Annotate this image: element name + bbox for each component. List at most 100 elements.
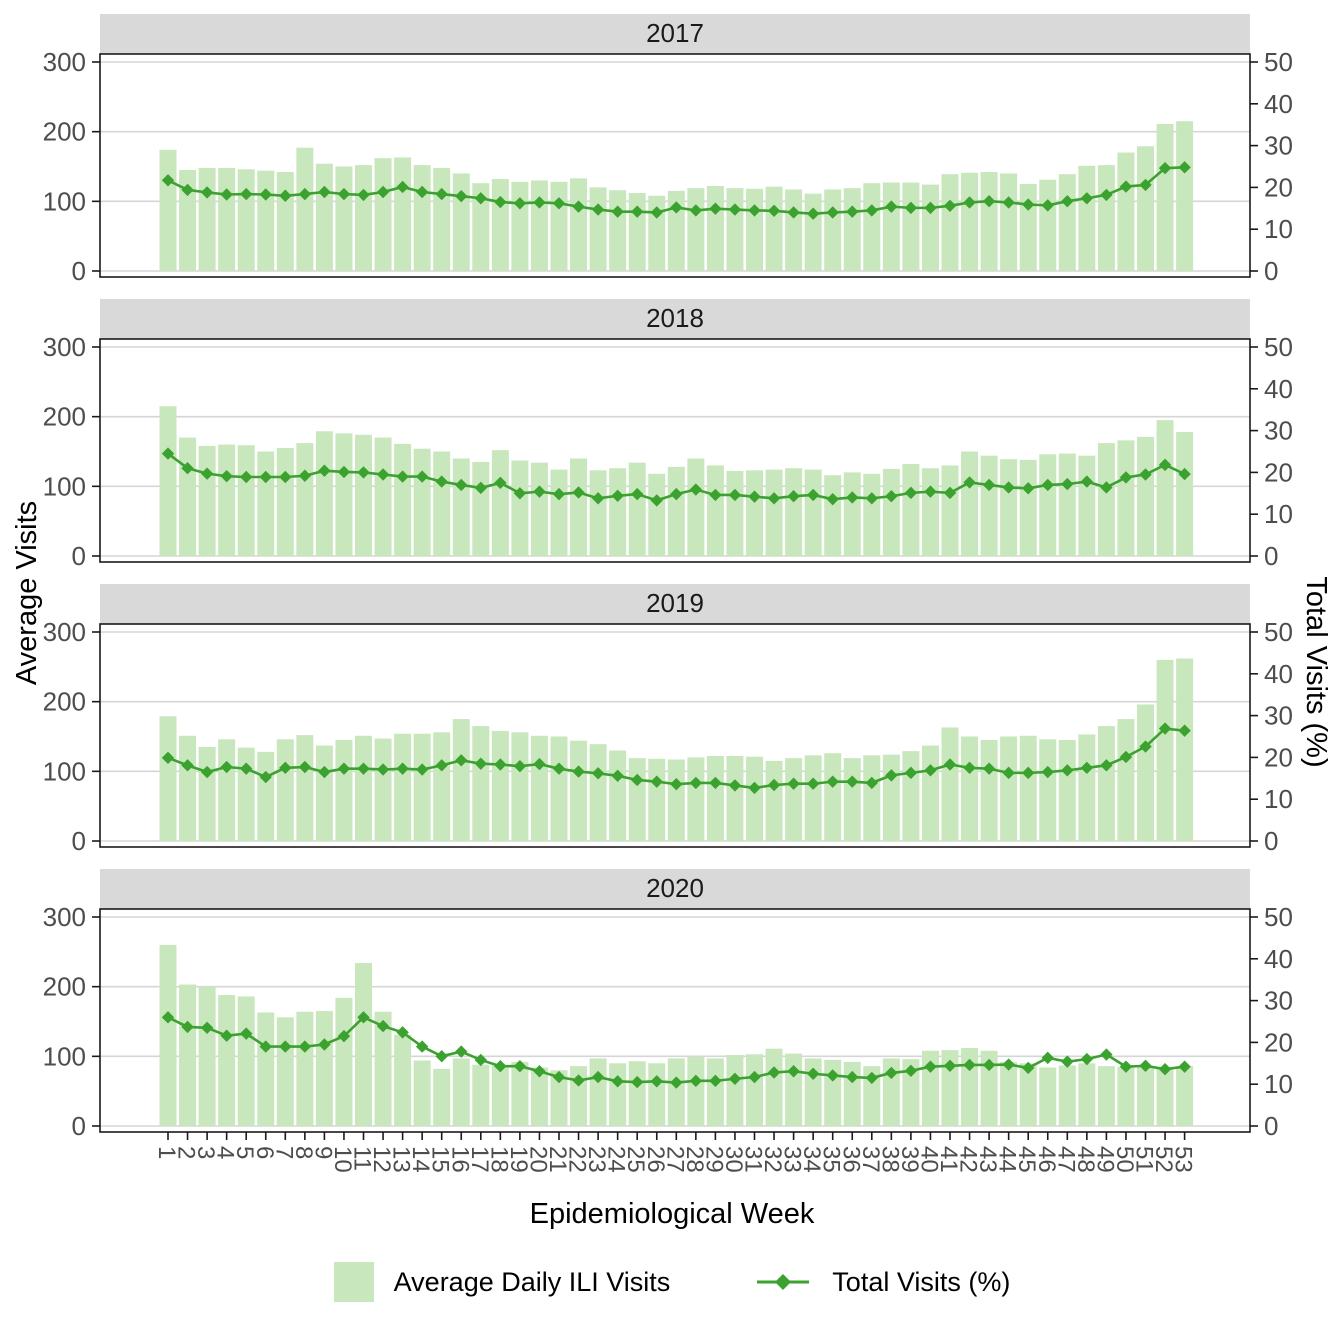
facet-strip-label-2020: 2020 xyxy=(646,873,704,903)
panel-border-2020 xyxy=(99,908,1251,1133)
svg-text:30: 30 xyxy=(720,1146,747,1173)
left-axis-2019: 0 100 200 300 xyxy=(43,617,100,856)
legend-bar-label: Average Daily ILI Visits xyxy=(393,1266,671,1297)
svg-text:15: 15 xyxy=(427,1146,454,1173)
svg-text:20: 20 xyxy=(1264,742,1293,772)
svg-text:300: 300 xyxy=(43,332,86,362)
svg-text:22: 22 xyxy=(564,1146,591,1173)
right-axis-2017: 0 10 20 30 40 50 xyxy=(1250,47,1293,286)
svg-text:0: 0 xyxy=(1264,541,1278,571)
svg-text:100: 100 xyxy=(43,756,86,786)
facet-2017: 0 100 200 300 0 10 20 30 40 50 xyxy=(43,14,1293,286)
svg-text:24: 24 xyxy=(603,1146,630,1173)
svg-text:0: 0 xyxy=(1264,826,1278,856)
svg-text:100: 100 xyxy=(43,186,86,216)
panel-border-2018 xyxy=(99,338,1251,563)
svg-text:52: 52 xyxy=(1150,1146,1177,1173)
bars-avg-daily-ili-visits-2017 xyxy=(159,121,1194,272)
svg-text:200: 200 xyxy=(43,687,86,717)
svg-text:0: 0 xyxy=(72,256,86,286)
svg-text:45: 45 xyxy=(1013,1146,1040,1173)
svg-text:100: 100 xyxy=(43,1041,86,1071)
x-axis: 1234567891011121314151617181920212223242… xyxy=(153,1132,1197,1173)
facet-strip-2018 xyxy=(100,299,1250,339)
facet-2018: 0 100 200 300 0 10 20 30 40 50 xyxy=(43,299,1293,571)
bars-avg-daily-ili-visits-2018 xyxy=(159,406,1194,556)
right-axis-2019: 0 10 20 30 40 50 xyxy=(1250,617,1293,856)
svg-text:34: 34 xyxy=(798,1146,825,1173)
panel-border-2017 xyxy=(99,53,1251,278)
svg-text:7: 7 xyxy=(270,1146,297,1159)
svg-text:40: 40 xyxy=(1264,944,1293,974)
svg-text:28: 28 xyxy=(681,1146,708,1173)
svg-text:16: 16 xyxy=(446,1146,473,1173)
svg-text:300: 300 xyxy=(43,617,86,647)
legend-item-bars: Average Daily ILI Visits xyxy=(333,1262,671,1302)
legend-item-line: Total Visits (%) xyxy=(754,1267,1010,1298)
svg-text:20: 20 xyxy=(1264,1027,1293,1057)
svg-text:46: 46 xyxy=(1033,1146,1060,1173)
svg-text:29: 29 xyxy=(700,1146,727,1173)
svg-text:37: 37 xyxy=(857,1146,884,1173)
bars-avg-daily-ili-visits-2019 xyxy=(159,658,1194,841)
svg-text:10: 10 xyxy=(1264,499,1293,529)
svg-text:26: 26 xyxy=(642,1146,669,1173)
svg-text:33: 33 xyxy=(779,1146,806,1173)
svg-text:48: 48 xyxy=(1072,1146,1099,1173)
svg-text:13: 13 xyxy=(388,1146,415,1173)
bars-avg-daily-ili-visits-2020 xyxy=(159,944,1194,1126)
svg-text:19: 19 xyxy=(505,1146,532,1173)
svg-text:18: 18 xyxy=(485,1146,512,1173)
svg-text:50: 50 xyxy=(1111,1146,1138,1173)
svg-text:0: 0 xyxy=(1264,256,1278,286)
svg-text:40: 40 xyxy=(1264,89,1293,119)
svg-text:10: 10 xyxy=(1264,214,1293,244)
x-axis-title: Epidemiological Week xyxy=(529,1198,815,1230)
left-axis-2018: 0 100 200 300 xyxy=(43,332,100,571)
left-axis-title: Average Visits xyxy=(11,500,43,686)
svg-text:32: 32 xyxy=(759,1146,786,1173)
svg-text:21: 21 xyxy=(544,1146,571,1173)
svg-text:100: 100 xyxy=(43,471,86,501)
svg-text:50: 50 xyxy=(1264,617,1293,647)
svg-text:300: 300 xyxy=(43,902,86,932)
svg-text:38: 38 xyxy=(876,1146,903,1173)
svg-text:39: 39 xyxy=(896,1146,923,1173)
bar-swatch-icon xyxy=(333,1262,374,1302)
svg-text:36: 36 xyxy=(837,1146,864,1173)
line-total-visits-pct-2020 xyxy=(161,1011,1191,1089)
svg-text:9: 9 xyxy=(309,1146,336,1159)
line-total-visits-pct-2018 xyxy=(161,447,1191,507)
right-axis-2020: 0 10 20 30 40 50 xyxy=(1250,902,1293,1141)
facet-2019: 0 100 200 300 0 10 20 30 40 50 xyxy=(43,584,1293,856)
facet-strip-2019 xyxy=(100,584,1250,624)
svg-text:300: 300 xyxy=(43,47,86,77)
svg-text:47: 47 xyxy=(1052,1146,1079,1173)
svg-text:30: 30 xyxy=(1264,131,1293,161)
svg-text:51: 51 xyxy=(1131,1146,1158,1173)
svg-text:1: 1 xyxy=(153,1146,180,1159)
svg-text:0: 0 xyxy=(72,1111,86,1141)
left-axis-2020: 0 100 200 300 xyxy=(43,902,100,1141)
svg-text:27: 27 xyxy=(661,1146,688,1173)
svg-text:11: 11 xyxy=(349,1146,376,1171)
facet-2020: 0100200300010203040501234567891011121314… xyxy=(43,869,1293,1173)
legend-line-label: Total Visits (%) xyxy=(832,1266,1011,1297)
right-axis-title: Total Visits (%) xyxy=(1300,576,1332,768)
svg-text:0: 0 xyxy=(72,541,86,571)
facet-strip-2017 xyxy=(100,14,1250,54)
svg-text:44: 44 xyxy=(994,1146,1021,1173)
svg-text:30: 30 xyxy=(1264,416,1293,446)
svg-text:17: 17 xyxy=(466,1146,493,1173)
svg-text:50: 50 xyxy=(1264,47,1293,77)
svg-text:200: 200 xyxy=(43,117,86,147)
svg-text:43: 43 xyxy=(974,1146,1001,1173)
svg-text:40: 40 xyxy=(915,1146,942,1173)
svg-text:3: 3 xyxy=(192,1146,219,1159)
facet-strip-label-2018: 2018 xyxy=(646,303,704,333)
facet-strip-2020 xyxy=(100,869,1250,909)
svg-text:20: 20 xyxy=(1264,457,1293,487)
chart-canvas: 0100200300010203040502017010020030001020… xyxy=(43,14,1293,1173)
svg-text:8: 8 xyxy=(290,1146,317,1159)
